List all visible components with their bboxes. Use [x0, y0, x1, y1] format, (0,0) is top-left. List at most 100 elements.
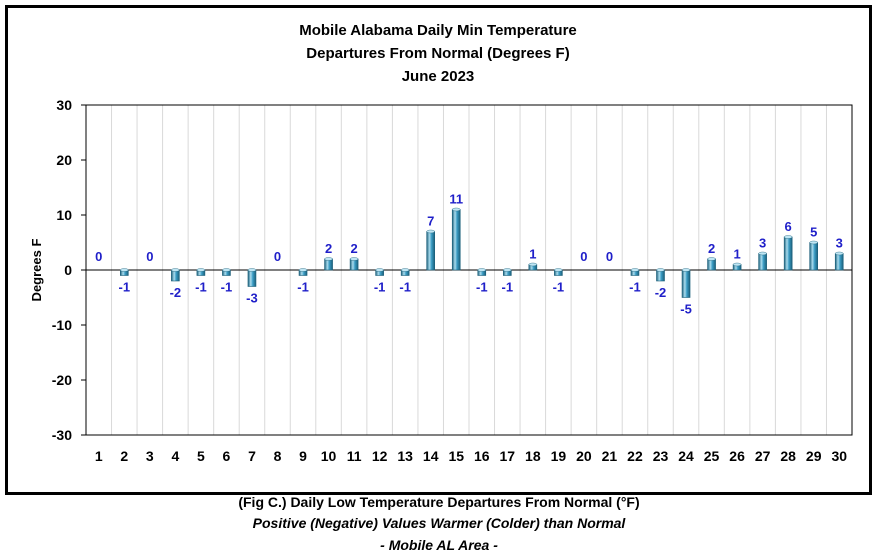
- bar-cap: [809, 240, 818, 245]
- data-label: 3: [759, 236, 766, 251]
- x-tick-label: 25: [704, 448, 720, 464]
- data-label: -2: [170, 285, 182, 300]
- x-tick-label: 13: [397, 448, 413, 464]
- bar-cap: [656, 268, 665, 272]
- data-label: -1: [502, 280, 514, 295]
- data-label: 0: [274, 249, 281, 264]
- bar-cap: [375, 268, 384, 272]
- bar-cap: [503, 268, 512, 272]
- caption-line-2: Positive (Negative) Values Warmer (Colde…: [252, 515, 626, 531]
- bar-cap: [247, 268, 257, 272]
- data-label: 1: [733, 247, 740, 262]
- bar: [681, 269, 691, 298]
- data-label: 1: [529, 247, 536, 262]
- data-label: -3: [246, 291, 258, 306]
- y-tick-label: -20: [52, 372, 72, 388]
- y-tick-label: -30: [52, 427, 72, 443]
- x-tick-label: 14: [423, 448, 439, 464]
- bar: [834, 253, 844, 271]
- x-tick-label: 5: [197, 448, 205, 464]
- bar-cap: [707, 257, 716, 261]
- bar: [758, 253, 767, 271]
- bar-cap: [528, 262, 538, 267]
- bar: [451, 209, 461, 271]
- y-tick-label: 30: [56, 97, 72, 113]
- data-label: -2: [655, 285, 667, 300]
- x-tick-label: 16: [474, 448, 490, 464]
- y-tick-label: 10: [56, 207, 72, 223]
- chart-title-line-2: Departures From Normal (Degrees F): [306, 45, 569, 62]
- x-tick-label: 22: [627, 448, 643, 464]
- caption-line-3: - Mobile AL Area -: [380, 537, 498, 553]
- x-tick-label: 28: [780, 448, 796, 464]
- data-label: -1: [221, 280, 233, 295]
- x-tick-label: 20: [576, 448, 592, 464]
- bar-cap: [324, 257, 333, 261]
- bar-cap: [349, 257, 359, 261]
- x-tick-label: 7: [248, 448, 256, 464]
- x-tick-label: 30: [831, 448, 847, 464]
- chart-title-line-1: Mobile Alabama Daily Min Temperature: [299, 22, 577, 39]
- chart-title-line-3: June 2023: [402, 68, 475, 85]
- x-tick-label: 19: [551, 448, 567, 464]
- x-tick-label: 6: [223, 448, 231, 464]
- bar-cap: [120, 268, 129, 272]
- x-tick-label: 21: [602, 448, 618, 464]
- x-tick-label: 27: [755, 448, 771, 464]
- bar-cap: [835, 251, 844, 256]
- bar-cap: [298, 268, 308, 272]
- x-tick-label: 17: [500, 448, 516, 464]
- x-tick-label: 29: [806, 448, 822, 464]
- y-tick-label: 20: [56, 152, 72, 168]
- x-tick-label: 3: [146, 448, 154, 464]
- x-tick-label: 1: [95, 448, 103, 464]
- data-label: -1: [629, 280, 641, 295]
- data-label: 7: [427, 214, 434, 229]
- bar-cap: [171, 268, 180, 272]
- bar-cap: [732, 262, 742, 267]
- bar-cap: [452, 207, 461, 212]
- data-label: -1: [476, 280, 488, 295]
- bar-cap: [758, 251, 767, 256]
- bar-cap: [554, 268, 563, 272]
- data-label: 0: [95, 249, 102, 264]
- data-label: 0: [146, 249, 153, 264]
- bar-cap: [477, 268, 486, 272]
- data-label: 0: [580, 249, 587, 264]
- bar: [783, 236, 793, 271]
- data-label: -1: [374, 280, 386, 295]
- data-label: -1: [119, 280, 131, 295]
- x-tick-label: 23: [653, 448, 669, 464]
- data-label: 2: [708, 241, 715, 256]
- data-label: 5: [810, 225, 817, 240]
- bar: [426, 231, 436, 271]
- bar-cap: [426, 229, 435, 234]
- bar-chart: Mobile Alabama Daily Min Temperature Dep…: [29, 22, 853, 464]
- x-tick-label: 11: [347, 448, 362, 464]
- bar: [247, 269, 257, 287]
- data-label: -1: [195, 280, 207, 295]
- data-label: 0: [606, 249, 613, 264]
- data-label: -5: [680, 302, 692, 317]
- data-label: 11: [449, 192, 463, 207]
- x-tick-label: 12: [372, 448, 388, 464]
- x-tick-label: 2: [120, 448, 128, 464]
- bar-cap: [630, 268, 640, 272]
- x-tick-label: 4: [171, 448, 179, 464]
- x-tick-label: 24: [678, 448, 694, 464]
- x-tick-label: 10: [321, 448, 337, 464]
- bar: [809, 242, 819, 271]
- plot-area: 3020100-10-20-3001-1203-24-15-16-3708-19…: [52, 97, 853, 464]
- data-label: 2: [350, 241, 357, 256]
- y-tick-label: 0: [64, 262, 72, 278]
- chart-frame: [5, 5, 872, 495]
- data-label: 2: [325, 241, 332, 256]
- caption-line-1: (Fig C.) Daily Low Temperature Departure…: [238, 494, 640, 510]
- x-tick-label: 26: [729, 448, 745, 464]
- x-tick-label: 18: [525, 448, 541, 464]
- bar-cap: [196, 268, 206, 272]
- x-tick-label: 9: [299, 448, 307, 464]
- x-tick-label: 15: [448, 448, 464, 464]
- y-axis-label: Degrees F: [29, 239, 44, 302]
- x-tick-label: 8: [274, 448, 282, 464]
